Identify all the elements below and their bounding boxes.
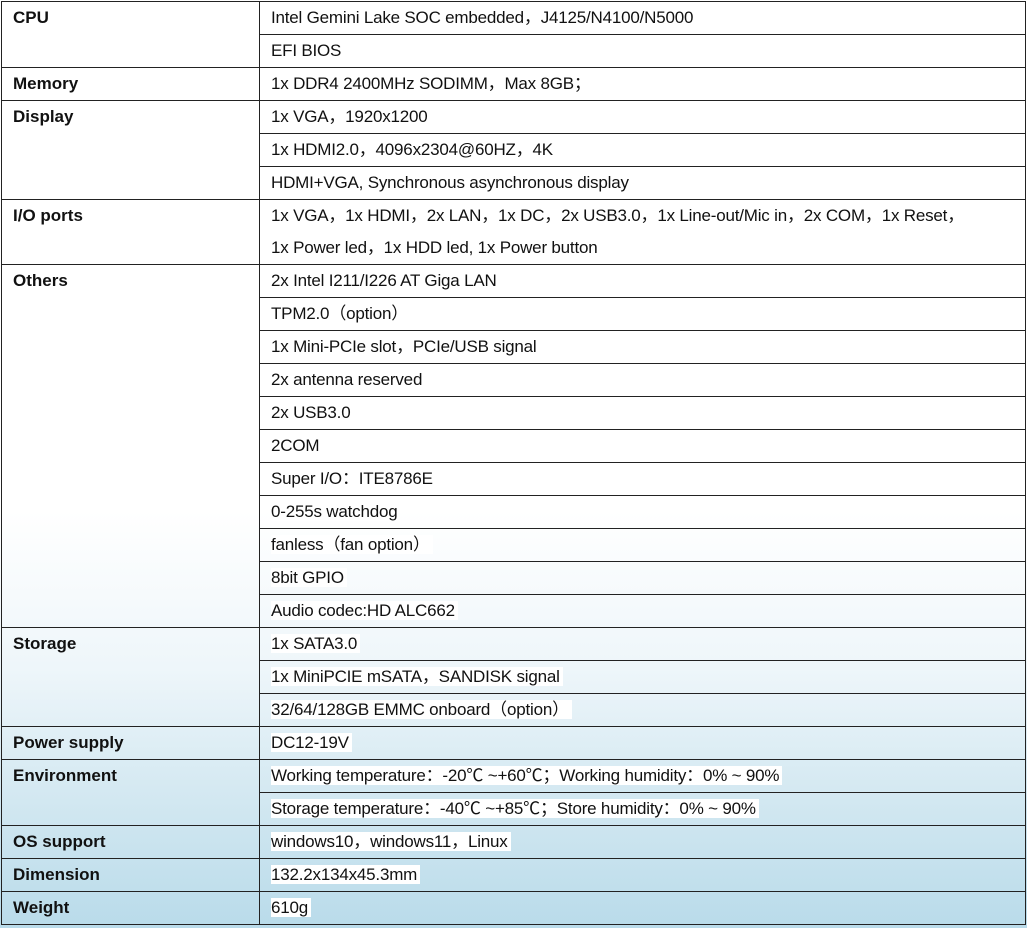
- spec-value-text: Audio codec:HD ALC662: [271, 601, 458, 620]
- spec-value-text: 1x HDMI2.0，4096x2304@60HZ，4K: [271, 140, 556, 159]
- spec-values: 1x VGA，1920x1200 1x HDMI2.0，4096x2304@60H…: [259, 100, 1026, 200]
- spec-value-text: TPM2.0（option）: [271, 304, 412, 323]
- spec-values: 1x VGA，1x HDMI，2x LAN，1x DC，2x USB3.0，1x…: [259, 199, 1026, 265]
- spec-label: Environment: [1, 759, 260, 826]
- spec-value: 2COM: [260, 430, 1025, 463]
- spec-value: Super I/O：ITE8786E: [260, 463, 1025, 496]
- spec-value: 1x MiniPCIE mSATA，SANDISK signal: [260, 661, 1025, 694]
- spec-value-text: 2x USB3.0: [271, 403, 354, 422]
- spec-row-others: Others 2x Intel I211/I226 AT Giga LAN TPM2…: [1, 264, 1026, 628]
- spec-row-power-supply: Power supply DC12-19V: [1, 726, 1026, 760]
- spec-row-environment: Environment Working temperature：-20℃ ~+60…: [1, 759, 1026, 826]
- spec-value: HDMI+VGA, Synchronous asynchronous displ…: [260, 167, 1025, 199]
- spec-label: Weight: [1, 891, 260, 925]
- spec-value: TPM2.0（option）: [260, 298, 1025, 331]
- spec-value-text: 2COM: [271, 436, 323, 455]
- spec-values: DC12-19V: [259, 726, 1026, 760]
- spec-value: fanless（fan option）: [260, 529, 1025, 562]
- spec-row-memory: Memory 1x DDR4 2400MHz SODIMM，Max 8GB；: [1, 67, 1026, 101]
- spec-label: CPU: [1, 1, 260, 68]
- spec-value: 1x HDMI2.0，4096x2304@60HZ，4K: [260, 134, 1025, 167]
- spec-label: OS support: [1, 825, 260, 859]
- spec-value-text: 2x Intel I211/I226 AT Giga LAN: [271, 271, 500, 290]
- spec-values: Intel Gemini Lake SOC embedded，J4125/N41…: [259, 1, 1026, 68]
- spec-values: Working temperature：-20℃ ~+60℃；Working h…: [259, 759, 1026, 826]
- spec-values: 132.2x134x45.3mm: [259, 858, 1026, 892]
- spec-values: 610g: [259, 891, 1026, 925]
- spec-value: 2x USB3.0: [260, 397, 1025, 430]
- spec-label: Display: [1, 100, 260, 200]
- spec-value-text: DC12-19V: [271, 733, 352, 752]
- spec-row-os-support: OS support windows10，windows11，Linux: [1, 825, 1026, 859]
- spec-value-text: 1x DDR4 2400MHz SODIMM，Max 8GB；: [271, 74, 594, 93]
- spec-value: 132.2x134x45.3mm: [260, 859, 1025, 891]
- spec-value-text: 8bit GPIO: [271, 568, 347, 587]
- spec-value: 1x VGA，1x HDMI，2x LAN，1x DC，2x USB3.0，1x…: [260, 200, 1025, 232]
- spec-value-text: Working temperature：-20℃ ~+60℃；Working h…: [271, 766, 783, 785]
- spec-value-text: HDMI+VGA, Synchronous asynchronous displ…: [271, 173, 632, 192]
- spec-value-text: 0-255s watchdog: [271, 502, 401, 521]
- spec-label: I/O ports: [1, 199, 260, 265]
- spec-value: windows10，windows11，Linux: [260, 826, 1025, 858]
- spec-value: 2x antenna reserved: [260, 364, 1025, 397]
- spec-value-text: 1x Power led，1x HDD led, 1x Power button: [271, 238, 601, 257]
- spec-value-text: 1x VGA，1920x1200: [271, 107, 431, 126]
- spec-value: Audio codec:HD ALC662: [260, 595, 1025, 627]
- spec-row-dimension: Dimension 132.2x134x45.3mm: [1, 858, 1026, 892]
- spec-label: Others: [1, 264, 260, 628]
- spec-values: windows10，windows11，Linux: [259, 825, 1026, 859]
- spec-value-text: 1x Mini-PCIe slot，PCIe/USB signal: [271, 337, 540, 356]
- spec-values: 1x DDR4 2400MHz SODIMM，Max 8GB；: [259, 67, 1026, 101]
- spec-value: Storage temperature：-40℃ ~+85℃；Store hum…: [260, 793, 1025, 825]
- spec-value-text: 610g: [271, 898, 312, 917]
- spec-value-text: 1x VGA，1x HDMI，2x LAN，1x DC，2x USB3.0，1x…: [271, 206, 967, 225]
- spec-value: 610g: [260, 892, 1025, 924]
- spec-value-text: 2x antenna reserved: [271, 370, 426, 389]
- spec-values: 2x Intel I211/I226 AT Giga LAN TPM2.0（opt…: [259, 264, 1026, 628]
- spec-value: 2x Intel I211/I226 AT Giga LAN: [260, 265, 1025, 298]
- spec-value-text: 1x SATA3.0: [271, 634, 361, 653]
- spec-label: Dimension: [1, 858, 260, 892]
- spec-value: 1x SATA3.0: [260, 628, 1025, 661]
- spec-value: 1x Power led，1x HDD led, 1x Power button: [260, 232, 1025, 264]
- spec-value: Working temperature：-20℃ ~+60℃；Working h…: [260, 760, 1025, 793]
- spec-value-text: fanless（fan option）: [271, 535, 433, 554]
- spec-value-text: 1x MiniPCIE mSATA，SANDISK signal: [271, 667, 563, 686]
- spec-value: Intel Gemini Lake SOC embedded，J4125/N41…: [260, 2, 1025, 35]
- spec-values: 1x SATA3.0 1x MiniPCIE mSATA，SANDISK sign…: [259, 627, 1026, 727]
- spec-row-cpu: CPU Intel Gemini Lake SOC embedded，J4125/…: [1, 1, 1026, 68]
- spec-value: DC12-19V: [260, 727, 1025, 759]
- spec-value-text: EFI BIOS: [271, 41, 345, 60]
- spec-row-display: Display 1x VGA，1920x1200 1x HDMI2.0，4096x2…: [1, 100, 1026, 200]
- spec-label: Memory: [1, 67, 260, 101]
- spec-value-text: windows10，windows11，Linux: [271, 832, 511, 851]
- spec-value: 1x VGA，1920x1200: [260, 101, 1025, 134]
- spec-label: Storage: [1, 627, 260, 727]
- spec-row-storage: Storage 1x SATA3.0 1x MiniPCIE mSATA，SANDI…: [1, 627, 1026, 727]
- spec-row-weight: Weight 610g: [1, 891, 1026, 925]
- spec-label: Power supply: [1, 726, 260, 760]
- spec-value: 32/64/128GB EMMC onboard（option）: [260, 694, 1025, 726]
- spec-value-text: Intel Gemini Lake SOC embedded，J4125/N41…: [271, 8, 697, 27]
- spec-value-text: Super I/O：ITE8786E: [271, 469, 436, 488]
- spec-value: 1x Mini-PCIe slot，PCIe/USB signal: [260, 331, 1025, 364]
- spec-value-text: 132.2x134x45.3mm: [271, 865, 421, 884]
- spec-value: EFI BIOS: [260, 35, 1025, 67]
- spec-value: 1x DDR4 2400MHz SODIMM，Max 8GB；: [260, 68, 1025, 100]
- spec-value: 8bit GPIO: [260, 562, 1025, 595]
- spec-value: 0-255s watchdog: [260, 496, 1025, 529]
- spec-row-i-o-ports: I/O ports 1x VGA，1x HDMI，2x LAN，1x DC，2x …: [1, 199, 1026, 265]
- spec-value-text: 32/64/128GB EMMC onboard（option）: [271, 700, 572, 719]
- spec-value-text: Storage temperature：-40℃ ~+85℃；Store hum…: [271, 799, 759, 818]
